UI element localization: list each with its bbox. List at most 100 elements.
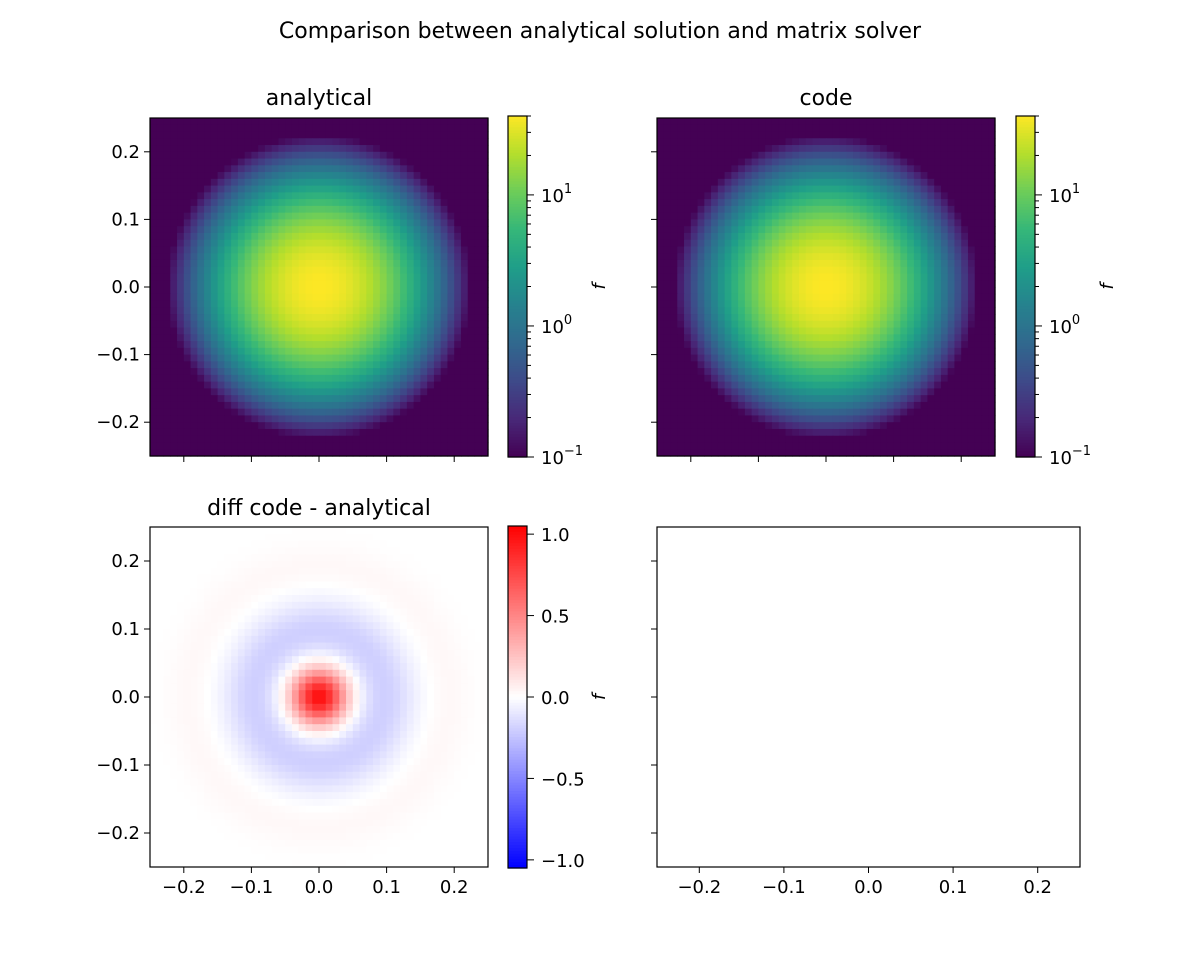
code-heatmap-cell <box>670 415 678 423</box>
analytical-heatmap-cell <box>204 293 212 302</box>
code-heatmap-cell <box>677 253 685 261</box>
analytical-heatmap-cell <box>433 320 442 329</box>
analytical-heatmap-cell <box>393 287 401 295</box>
analytical-heatmap-cell <box>224 374 232 383</box>
code-heatmap-cell <box>670 374 678 383</box>
code-heatmap-cell <box>805 205 814 214</box>
analytical-heatmap-cell <box>163 422 171 430</box>
code-heatmap-cell <box>886 314 895 322</box>
analytical-heatmap-cell <box>163 138 171 146</box>
analytical-heatmap-cell <box>197 320 205 329</box>
code-heatmap-cell <box>826 408 834 417</box>
code-heatmap-cell <box>744 327 753 335</box>
code-heatmap-cell <box>744 334 753 342</box>
analytical-heatmap-cell <box>413 145 421 153</box>
analytical-heatmap-cell <box>271 307 280 315</box>
code-heatmap-cell <box>717 307 726 315</box>
code-heatmap-cell <box>663 307 672 315</box>
analytical-heatmap-cell <box>264 138 273 146</box>
code-heatmap-cell <box>832 354 841 362</box>
analytical-heatmap-cell <box>285 293 293 302</box>
analytical-heatmap-cell <box>163 314 171 322</box>
code-heatmap-cell <box>961 205 969 214</box>
code-heatmap-cell <box>771 172 780 180</box>
analytical-heatmap-cell <box>481 118 489 126</box>
analytical-heatmap-cell <box>190 219 198 227</box>
code-heatmap-cell <box>751 374 759 383</box>
analytical-colorbar-segment <box>508 363 527 367</box>
analytical-heatmap-cell <box>325 192 334 200</box>
code-heatmap-cell <box>859 395 868 403</box>
code-heatmap-cell <box>724 334 732 342</box>
analytical-heatmap-cell <box>447 246 455 254</box>
code-heatmap-cell <box>751 226 759 234</box>
analytical-heatmap-cell <box>420 347 428 356</box>
analytical-heatmap-cell <box>312 341 320 349</box>
code-heatmap-cell <box>859 327 868 335</box>
code-heatmap-cell <box>886 368 895 376</box>
analytical-colorbar-segment <box>508 198 527 202</box>
code-heatmap-cell <box>724 232 732 241</box>
code-heatmap-cell <box>826 246 834 254</box>
analytical-heatmap-cell <box>183 449 192 457</box>
code-heatmap-cell <box>859 266 868 275</box>
analytical-heatmap-cell <box>332 246 340 254</box>
analytical-heatmap-cell <box>291 293 300 302</box>
code-heatmap-cell <box>907 185 915 193</box>
code-heatmap-cell <box>940 253 949 261</box>
code-heatmap-cell <box>893 172 901 180</box>
analytical-heatmap-cell <box>447 320 455 329</box>
code-heatmap-cell <box>846 287 854 295</box>
code-heatmap-cell <box>684 239 692 248</box>
code-heatmap-cell <box>853 226 861 234</box>
code-heatmap-cell <box>893 314 901 322</box>
code-heatmap-cell <box>940 341 949 349</box>
code-heatmap-cell <box>880 280 888 288</box>
analytical-heatmap-cell <box>278 327 286 335</box>
code-heatmap-cell <box>758 172 766 180</box>
analytical-heatmap-cell <box>420 226 428 234</box>
analytical-colorbar-segment <box>508 195 527 200</box>
code-heatmap-cell <box>771 395 780 403</box>
analytical-heatmap-cell <box>291 361 300 369</box>
analytical-heatmap-cell <box>237 205 246 214</box>
analytical-heatmap-cell <box>210 300 219 308</box>
code-heatmap-cell <box>697 145 705 153</box>
code-heatmap-cell <box>981 253 989 261</box>
code-heatmap-cell <box>913 327 922 335</box>
analytical-heatmap-cell <box>150 320 158 329</box>
analytical-heatmap-cell <box>204 259 212 268</box>
code-heatmap-cell <box>670 327 678 335</box>
analytical-heatmap-cell <box>467 219 476 227</box>
analytical-heatmap-cell <box>447 158 455 166</box>
analytical-heatmap-cell <box>278 435 286 444</box>
analytical-heatmap-cell <box>312 422 320 430</box>
code-heatmap-cell <box>981 374 989 383</box>
analytical-heatmap-cell <box>481 341 489 349</box>
analytical-heatmap-cell <box>264 361 273 369</box>
code-heatmap-cell <box>934 138 942 146</box>
code-heatmap-cell <box>907 341 915 349</box>
code-heatmap-cell <box>967 381 976 389</box>
analytical-heatmap-cell <box>386 185 394 193</box>
code-heatmap-cell <box>907 368 915 376</box>
code-heatmap-cell <box>988 293 996 302</box>
analytical-heatmap-cell <box>352 280 361 288</box>
analytical-heatmap-cell <box>339 381 347 389</box>
analytical-heatmap-cell <box>298 374 307 383</box>
analytical-colorbar-segment <box>508 368 527 373</box>
analytical-heatmap-cell <box>224 138 232 146</box>
code-heatmap-cell <box>940 401 949 410</box>
code-heatmap-cell <box>873 178 881 187</box>
code-heatmap-cell <box>934 266 942 275</box>
analytical-heatmap-cell <box>393 165 401 173</box>
code-heatmap-cell <box>812 205 820 214</box>
code-heatmap-cell <box>920 158 928 166</box>
code-heatmap-cell <box>907 395 915 403</box>
analytical-colorbar-segment <box>508 238 527 242</box>
analytical-heatmap-cell <box>177 151 185 160</box>
analytical-colorbar-segment <box>508 215 527 219</box>
code-heatmap-cell <box>798 428 807 437</box>
code-heatmap-cell <box>663 368 672 376</box>
analytical-heatmap-cell <box>163 226 171 234</box>
